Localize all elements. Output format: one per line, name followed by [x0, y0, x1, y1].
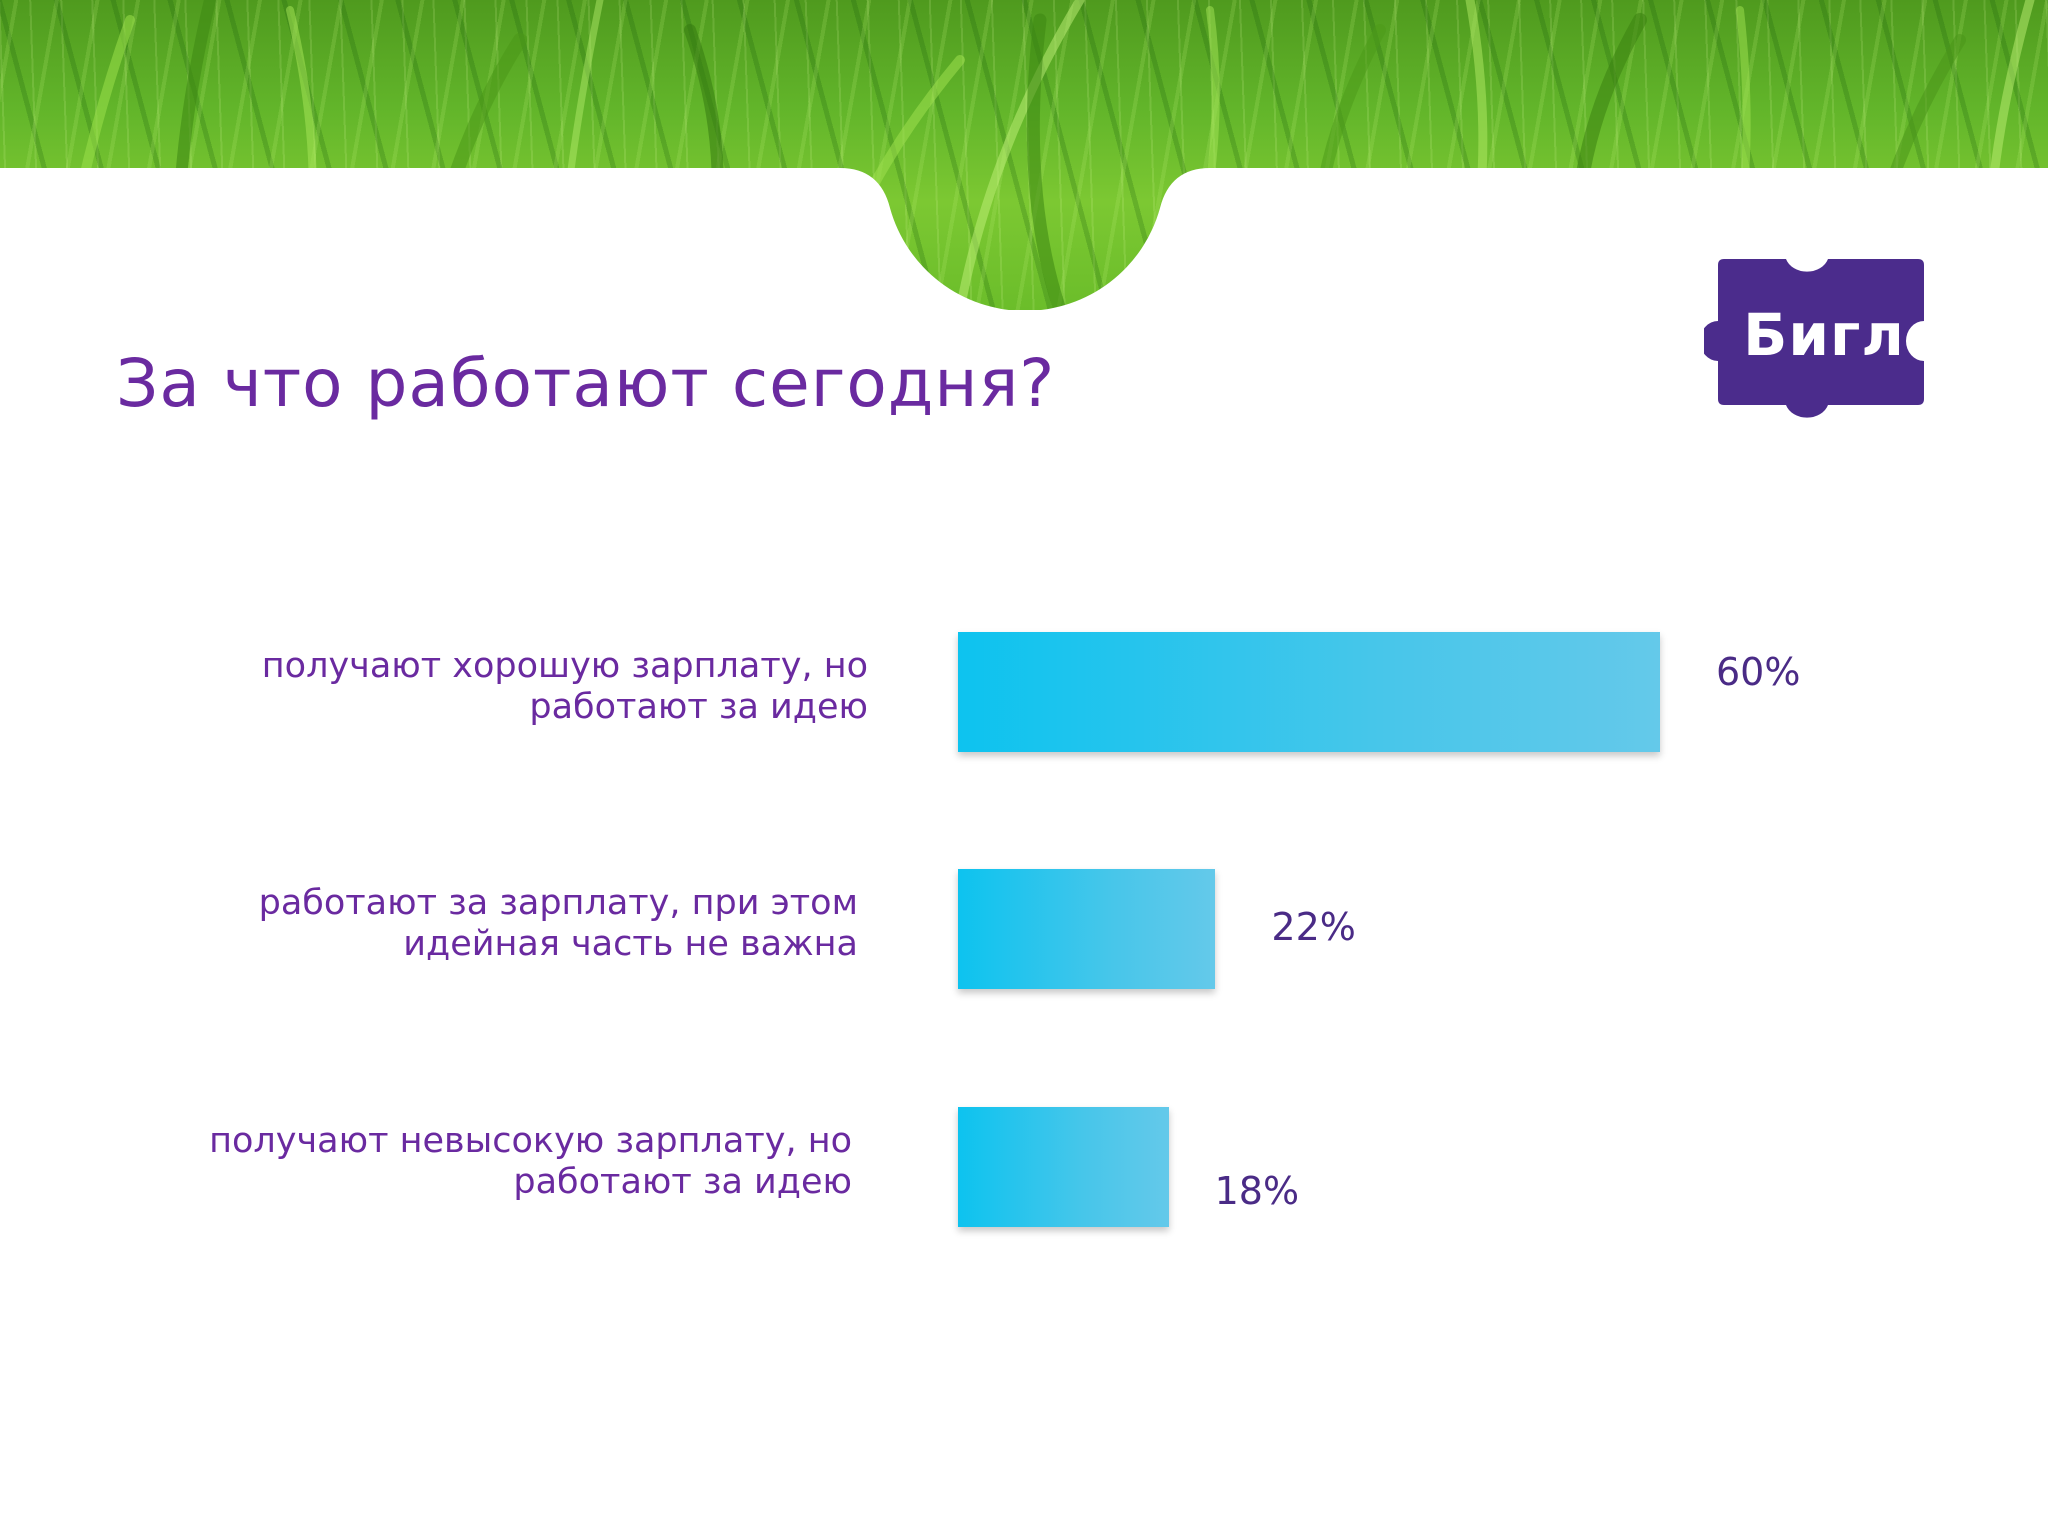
- white-content-panel: [0, 168, 2048, 1536]
- bar-category-label-line: работают за идею: [513, 1162, 852, 1202]
- bar-category-label-line: получают хорошую зарплату, но: [261, 646, 868, 686]
- puzzle-piece-icon: [1704, 259, 1924, 418]
- bar-category-label: получают невысокую зарплату, но работают …: [209, 1121, 852, 1203]
- bar-category-label: работают за зарплату, при этом идейная ча…: [259, 883, 858, 965]
- bar-category-label-line: получают невысокую зарплату, но: [209, 1121, 852, 1161]
- bar-value-label: 18%: [1214, 1169, 1300, 1213]
- bar-category-label-line: идейная часть не важна: [403, 924, 858, 964]
- bar-category-label: получают хорошую зарплату, но работают за…: [262, 646, 868, 728]
- bar: [958, 1107, 1169, 1227]
- bar-category-label-line: работают за идею: [529, 687, 868, 727]
- bar-value-label: 22%: [1271, 905, 1356, 949]
- bar-value-label: 60%: [1716, 650, 1801, 694]
- logo-text: Бигл: [1743, 301, 1905, 369]
- bar-category-label-line: работают за зарплату, при этом: [258, 883, 858, 923]
- bar: [958, 869, 1216, 989]
- slide-title: За что работают сегодня?: [116, 345, 1056, 422]
- bigl-logo: Бигл: [1704, 255, 1944, 430]
- panel-shape-with-notch: [0, 168, 2048, 1536]
- bar: [958, 632, 1660, 752]
